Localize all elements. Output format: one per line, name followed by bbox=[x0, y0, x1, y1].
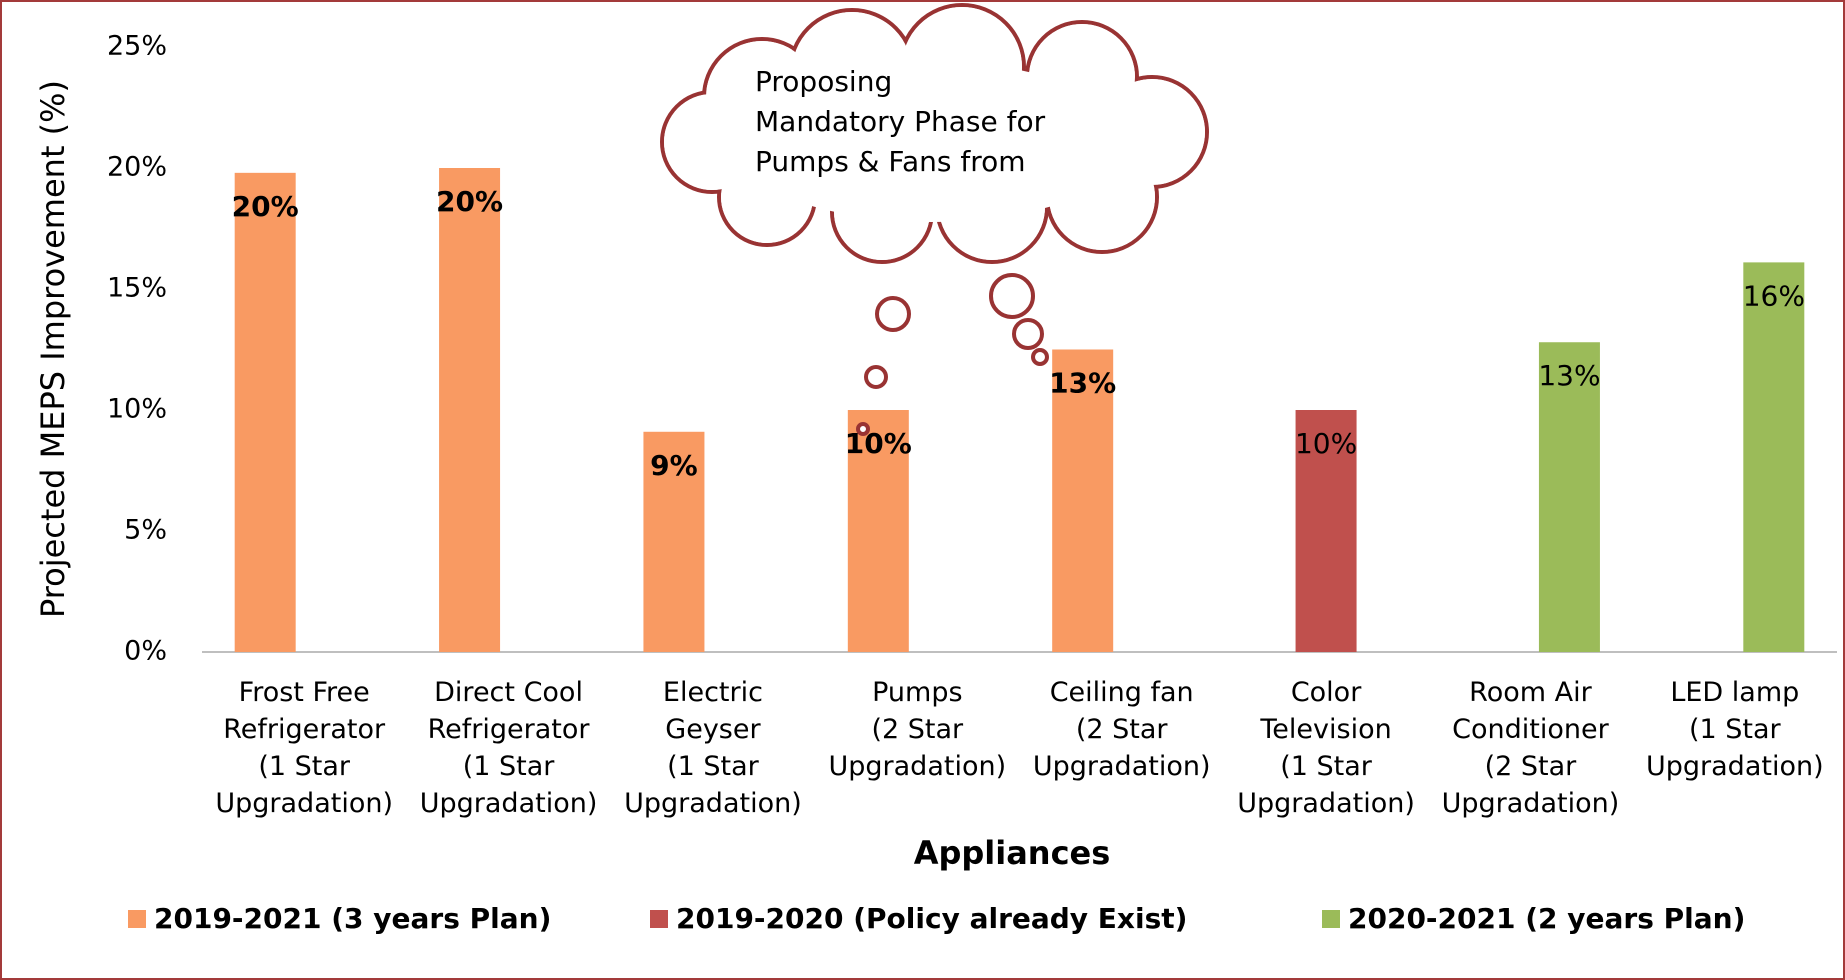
y-tick-label: 0% bbox=[124, 636, 167, 667]
legend-label: 2019-2021 (3 years Plan) bbox=[154, 902, 551, 935]
y-tick-label: 25% bbox=[107, 31, 167, 62]
legend-swatch bbox=[1322, 910, 1340, 928]
legend-label: 2019-2020 (Policy already Exist) bbox=[676, 902, 1187, 935]
data-label: 16% bbox=[1743, 279, 1805, 312]
data-label: 10% bbox=[845, 427, 912, 460]
bar bbox=[439, 168, 500, 652]
data-label: 13% bbox=[1049, 367, 1116, 400]
y-tick-label: 5% bbox=[124, 515, 167, 546]
x-tick-label: Pumps (2 Star Upgradation) bbox=[829, 674, 1007, 785]
data-label: 20% bbox=[436, 185, 503, 218]
x-tick-label: LED lamp (1 Star Upgradation) bbox=[1646, 674, 1824, 785]
x-axis-title: Appliances bbox=[914, 834, 1111, 872]
legend-item: 2019-2021 (3 years Plan) bbox=[128, 902, 551, 935]
data-label: 10% bbox=[1295, 427, 1357, 460]
y-tick-label: 20% bbox=[107, 152, 167, 183]
y-tick-label: 10% bbox=[107, 394, 167, 425]
y-tick-label: 15% bbox=[107, 273, 167, 304]
legend-swatch bbox=[650, 910, 668, 928]
x-tick-label: Direct Cool Refrigerator (1 Star Upgrada… bbox=[420, 674, 598, 822]
bar bbox=[1743, 262, 1804, 652]
y-axis-title: Projected MEPS Improvement (%) bbox=[34, 80, 72, 618]
x-tick-label: Room Air Conditioner (2 Star Upgradation… bbox=[1442, 674, 1620, 822]
x-tick-label: Color Television (1 Star Upgradation) bbox=[1237, 674, 1415, 822]
legend-item: 2019-2020 (Policy already Exist) bbox=[650, 902, 1187, 935]
page: 0% 5% 10% 15% 20% 25% Projected MEPS Improvem… bbox=[0, 0, 1845, 980]
legend-item: 2020-2021 (2 years Plan) bbox=[1322, 902, 1745, 935]
bar bbox=[235, 173, 296, 652]
legend-swatch bbox=[128, 910, 146, 928]
data-label: 20% bbox=[232, 190, 299, 223]
legend-label: 2020-2021 (2 years Plan) bbox=[1348, 902, 1745, 935]
data-label: 9% bbox=[650, 449, 698, 482]
x-tick-label: Electric Geyser (1 Star Upgradation) bbox=[624, 674, 802, 822]
x-tick-label: Frost Free Refrigerator (1 Star Upgradat… bbox=[215, 674, 393, 822]
annotation: Proposing Mandatory Phase for Pumps & Fa… bbox=[755, 62, 1045, 182]
data-label: 13% bbox=[1538, 359, 1600, 392]
x-tick-label: Ceiling fan (2 Star Upgradation) bbox=[1033, 674, 1211, 785]
